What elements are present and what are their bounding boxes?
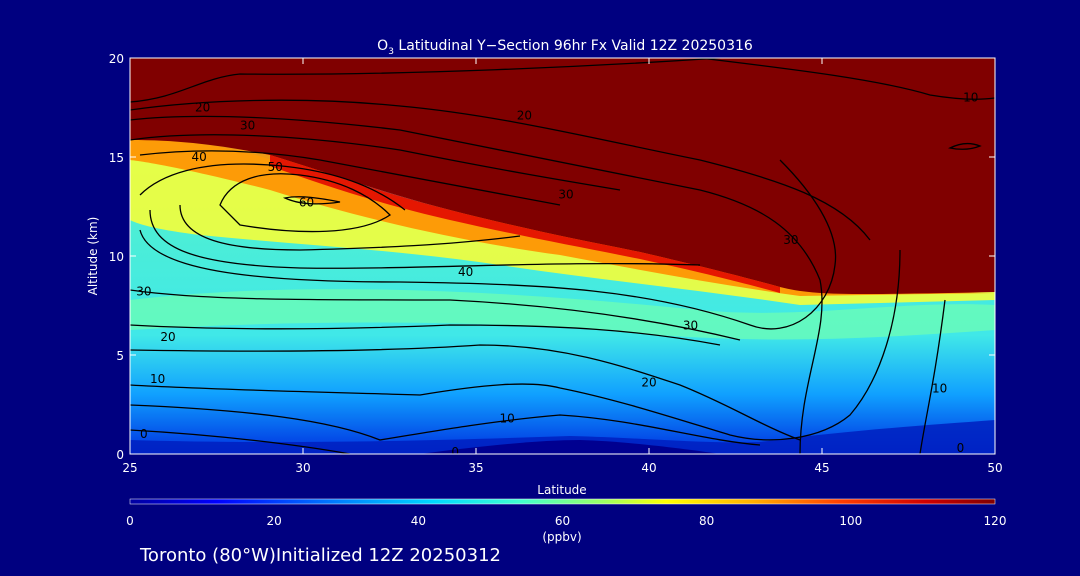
contour-label: 60: [299, 196, 314, 210]
contour-label: 20: [195, 101, 210, 115]
contour-line: [130, 115, 823, 454]
colorbar-tick-label: 20: [267, 514, 282, 528]
chart-title: O3 Latitudinal Y−Section 96hr Fx Valid 1…: [377, 38, 753, 57]
x-tick-label: 40: [641, 461, 656, 475]
y-tick-label: 0: [116, 448, 124, 462]
field-low-ozone: [130, 420, 995, 454]
contour-line: [130, 344, 801, 441]
y-tick-label: 15: [109, 151, 124, 165]
contour-label: 30: [558, 188, 573, 202]
y-tick-label: 5: [116, 349, 124, 363]
colorbar-tick-label: 60: [555, 514, 570, 528]
field-min-ozone: [420, 440, 720, 454]
contour-label: 20: [160, 330, 175, 344]
contour-label: 0: [451, 445, 459, 459]
x-tick-label: 50: [987, 461, 1002, 475]
contour-line: [130, 99, 871, 241]
contour-label: 30: [783, 233, 798, 247]
contour-label: 10: [963, 91, 978, 105]
contour-label: 30: [136, 285, 151, 299]
contour-line: [130, 134, 621, 191]
colorbar-ticks: 0 20 40 60 80 100 120: [126, 514, 1006, 528]
x-tick-label: 45: [814, 461, 829, 475]
colorbar-tick-label: 120: [984, 514, 1007, 528]
contour-line: [149, 209, 701, 269]
plot-area: 20 20 30 40 50 60 30 30 10 40 30 30 20 10 20 10 10 0 0 0: [130, 58, 995, 459]
colorbar-tick-label: 40: [411, 514, 426, 528]
contour-label: 20: [641, 376, 656, 390]
y-tick-label: 20: [109, 52, 124, 66]
title-rest: Latitudinal Y−Section 96hr Fx Valid 12Z …: [394, 38, 753, 54]
contour-label: 10: [499, 411, 514, 425]
contour-label: 20: [517, 108, 532, 122]
contour-label: 30: [683, 318, 698, 332]
contour-line: [282, 196, 341, 205]
title-subscript: 3: [388, 47, 394, 57]
contour-label: 40: [458, 265, 473, 279]
contour-line: [919, 299, 946, 454]
x-tick-label: 25: [122, 461, 137, 475]
contour-line: [948, 142, 982, 150]
field-stratosphere: [130, 58, 995, 294]
contour-lines: [130, 58, 995, 454]
contour-line: [699, 58, 995, 100]
contour-label: 40: [192, 150, 207, 164]
x-tick-label: 35: [468, 461, 483, 475]
y-axis-label: Altitude (km): [86, 217, 100, 296]
contour-line: [130, 58, 721, 103]
contour-line: [130, 404, 761, 446]
x-axis: 25 30 35 40 45 50: [122, 58, 1003, 475]
contour-labels: 20 20 30 40 50 60 30 30 10 40 30 30 20 10 20 10 10 0 0 0: [136, 91, 978, 459]
contour-line: [130, 289, 741, 341]
colorbar-tick-label: 0: [126, 514, 134, 528]
field-green-band: [130, 289, 995, 340]
title-o: O: [377, 38, 388, 54]
contour-line: [139, 159, 837, 330]
colorbar-tick-label: 100: [839, 514, 862, 528]
contour-line: [139, 150, 561, 206]
x-tick-label: 30: [295, 461, 310, 475]
colorbar-unit-label: (ppbv): [542, 530, 581, 544]
contour-label: 0: [957, 441, 965, 455]
contour-label: 50: [268, 160, 283, 174]
contour-label: 30: [240, 118, 255, 132]
footer-caption: Toronto (80°W)Initialized 12Z 20250312: [139, 545, 501, 566]
x-axis-label: Latitude: [537, 483, 586, 497]
contour-line: [219, 173, 392, 233]
contour-label: 10: [932, 382, 947, 396]
colorbar-tick-label: 80: [699, 514, 714, 528]
contour-line: [130, 324, 721, 346]
contour-label: 10: [150, 372, 165, 386]
contour-line: [139, 163, 406, 211]
contour-line: [179, 204, 521, 251]
contour-line: [130, 429, 351, 454]
field-red-edge: [270, 155, 780, 293]
y-axis: 0 5 10 15 20: [109, 52, 995, 462]
contour-line: [130, 249, 901, 441]
y-tick-label: 10: [109, 250, 124, 264]
field-orange-band: [130, 132, 995, 296]
contour-label: 0: [140, 427, 148, 441]
colorbar: [129, 498, 996, 505]
